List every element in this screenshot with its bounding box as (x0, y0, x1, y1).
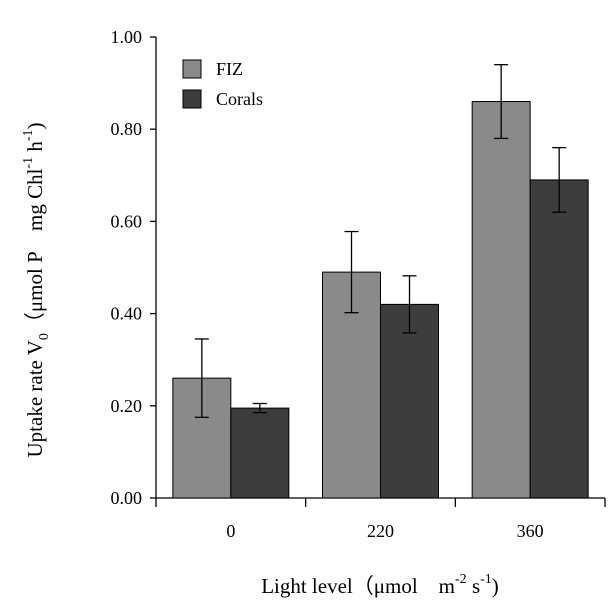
bar-corals-0 (230, 407, 290, 499)
y-tick-label: 1.00 (111, 27, 143, 47)
legend-swatch-fiz (182, 59, 202, 79)
bar-fiz-360 (471, 101, 531, 499)
x-axis: 0 220 360 (155, 497, 606, 541)
x-tick-label: 360 (517, 521, 544, 541)
legend-swatch-corals (182, 89, 202, 109)
y-tick-label: 0.20 (111, 396, 143, 416)
bars (172, 101, 589, 499)
bar-corals-360 (529, 179, 589, 499)
x-axis-title: Light level（μmol m-2 s-1) (261, 572, 499, 598)
x-tick-label: 220 (367, 521, 394, 541)
y-tick-label: 0.00 (111, 488, 143, 508)
legend-label-corals: Corals (216, 89, 263, 109)
y-tick-label: 0.40 (111, 304, 143, 324)
legend-label-fiz: FIZ (216, 59, 243, 79)
y-axis: 0.00 0.20 0.40 0.60 0.80 1.00 (111, 27, 157, 508)
error-bars (194, 64, 567, 418)
y-tick-label: 0.60 (111, 211, 143, 231)
x-tick-label: 0 (226, 521, 235, 541)
legend: FIZ Corals (182, 59, 263, 109)
y-axis-title: Uptake rate V0（μmol P mg Chl-1 h-1) (21, 122, 52, 457)
y-tick-label: 0.80 (111, 119, 143, 139)
